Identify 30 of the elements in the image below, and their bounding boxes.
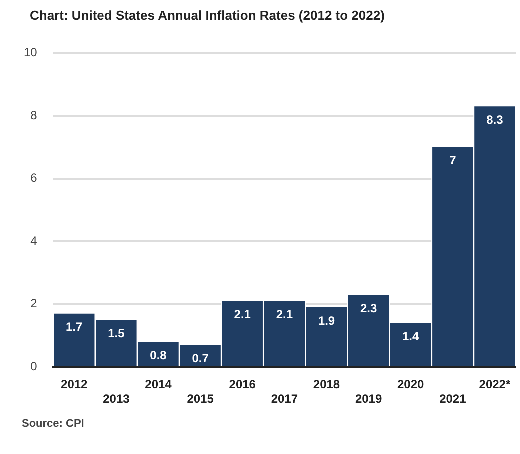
y-tick-label: 2 xyxy=(30,296,38,311)
x-tick-label: 2018 xyxy=(313,378,340,392)
data-label: 2.1 xyxy=(276,308,294,322)
data-label: 0.7 xyxy=(192,352,210,366)
x-tick-label: 2012 xyxy=(61,378,88,392)
x-tick-label: 2020 xyxy=(398,378,425,392)
data-label: 1.5 xyxy=(108,326,126,340)
source-note: Source: CPI xyxy=(22,418,84,430)
data-label: 2.3 xyxy=(360,301,378,316)
data-label: 8.3 xyxy=(486,112,504,127)
y-tick-label: 0 xyxy=(30,360,38,374)
x-tick-label: 2016 xyxy=(229,378,256,392)
y-tick-label: 8 xyxy=(30,108,38,122)
x-tick-label: 2013 xyxy=(103,392,130,406)
data-label: 0.8 xyxy=(150,348,168,362)
x-tick-label: 2019 xyxy=(355,392,382,406)
y-tick-label: 4 xyxy=(30,234,38,248)
x-tick-label: 2015 xyxy=(187,392,214,406)
data-label: 1.4 xyxy=(402,330,420,344)
x-tick-label: 2017 xyxy=(271,392,298,406)
data-label: 7 xyxy=(450,154,457,168)
data-label: 1.9 xyxy=(318,314,336,328)
x-tick-label: 2014 xyxy=(145,378,172,392)
y-tick-label: 10 xyxy=(24,46,38,60)
data-label: 2.1 xyxy=(234,308,252,322)
x-tick-label: 2021 xyxy=(440,392,467,406)
data-label: 1.7 xyxy=(66,320,84,334)
y-tick-label: 6 xyxy=(30,171,38,186)
x-tick-label: 2022* xyxy=(479,378,511,392)
chart-title: Chart: United States Annual Inflation Rates (2012 to 2022) xyxy=(30,8,385,23)
